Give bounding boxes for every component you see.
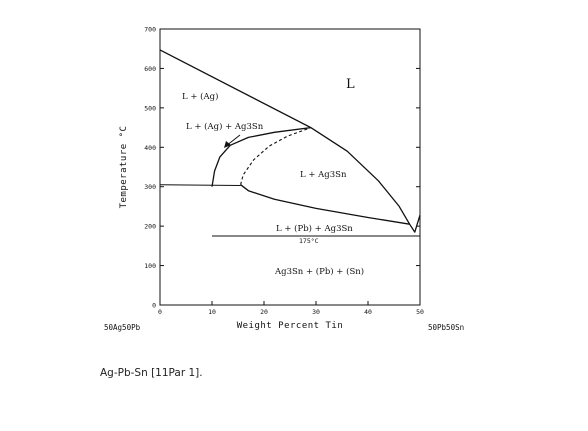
curve-invariant-305	[159, 184, 241, 186]
y-tick-label: 500	[144, 104, 156, 112]
x-tick-label: 40	[364, 308, 372, 316]
label-l-ag: L + (Ag)	[182, 91, 218, 102]
y-tick-label: 300	[144, 183, 156, 191]
curve-upper-valley	[211, 126, 311, 187]
label-solid: Ag3Sn + (Pb) + (Sn)	[274, 266, 364, 277]
curve-lower-valley	[240, 184, 410, 225]
x-tick-label: 30	[312, 308, 320, 316]
x-tick-label: 20	[260, 308, 268, 316]
y-tick-label: 400	[144, 144, 156, 152]
x-axis-ticks: 0 10 20 30 40 50	[158, 301, 424, 316]
figure-caption: Ag-Pb-Sn [11Par 1].	[100, 367, 203, 379]
x-axis-label: Weight Percent Tin	[237, 321, 344, 331]
y-tick-label: 200	[144, 223, 156, 231]
label-l-ag3sn: L + Ag3Sn	[300, 170, 347, 180]
curve-ag3sn-liquidus	[310, 127, 411, 225]
x-tick-label: 50	[416, 308, 424, 316]
leader-arrowhead	[224, 141, 231, 148]
x-axis-left-end: 50Ag50Pb	[104, 323, 141, 332]
x-tick-label: 0	[158, 308, 162, 316]
phase-diagram: 0 10 20 30 40 50 0 100 200 300 400 500 600 700 Weigh…	[104, 26, 464, 333]
label-l-pb-ag3sn: L + (Pb) + Ag3Sn	[276, 223, 353, 234]
curve-pb-liquidus-tip	[409, 214, 421, 233]
y-axis-label: Temperature °C	[119, 126, 129, 209]
y-tick-label: 700	[144, 26, 156, 34]
curve-ag-liquidus	[159, 49, 312, 129]
x-tick-label: 10	[208, 308, 216, 316]
curve-dashed-boundary	[240, 127, 311, 185]
label-eutectic-temp: 175°C	[299, 237, 319, 245]
x-axis-right-end: 50Pb50Sn	[428, 323, 464, 332]
y-tick-label: 0	[152, 302, 156, 310]
y-tick-label: 600	[144, 65, 156, 73]
plot-frame	[159, 28, 421, 306]
y-tick-label: 100	[144, 262, 156, 270]
label-liquid: L	[346, 77, 355, 92]
label-l-ag-ag3sn: L + (Ag) + Ag3Sn	[186, 121, 264, 132]
phase-boundaries	[159, 49, 421, 237]
